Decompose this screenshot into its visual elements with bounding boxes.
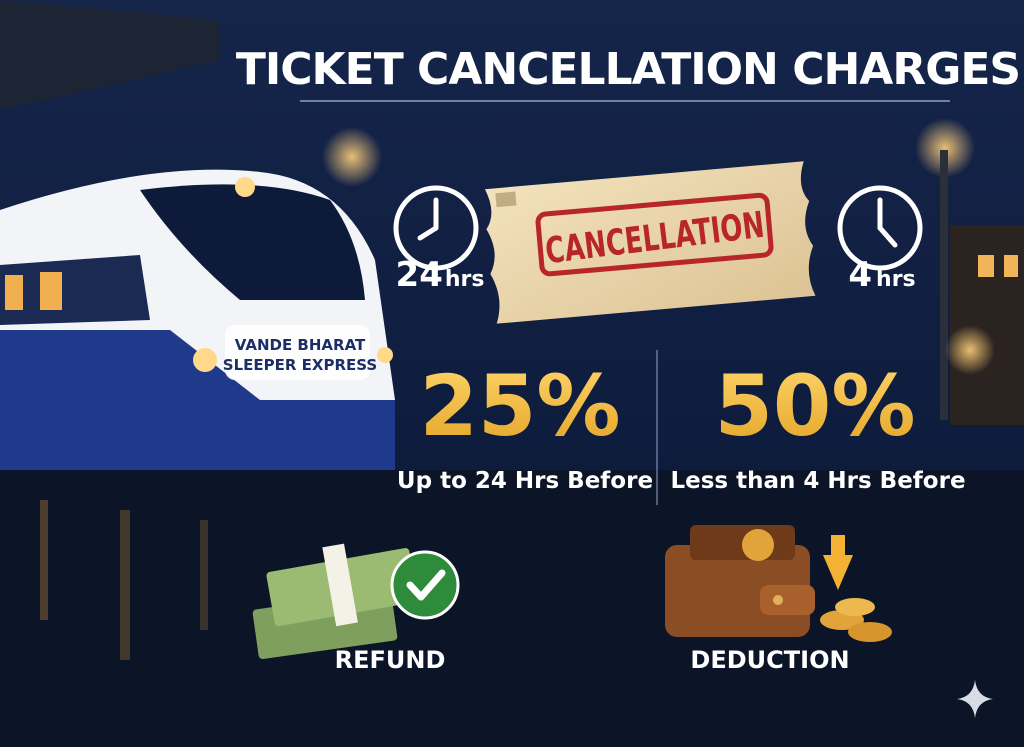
train-part xyxy=(225,325,370,380)
clock-unit: hrs xyxy=(445,267,485,292)
clock-part xyxy=(393,185,479,271)
background-part xyxy=(940,150,948,420)
wallet-icon-part xyxy=(835,598,875,616)
wallet-icon-part xyxy=(848,622,892,642)
clock xyxy=(393,185,923,271)
background-part xyxy=(945,325,995,375)
train-part xyxy=(0,330,395,470)
ticket xyxy=(484,161,816,324)
title: TICKET CANCELLATION CHARGES xyxy=(236,44,1020,95)
train-subname: SLEEPER EXPRESS xyxy=(223,356,377,374)
ticket-part xyxy=(495,191,517,208)
background-part xyxy=(0,0,220,110)
wallet-icon-part xyxy=(760,585,815,615)
sparkle xyxy=(957,680,993,718)
wallet-icon xyxy=(665,525,892,642)
train-name: VANDE BHARAT xyxy=(235,336,366,354)
background-part xyxy=(322,127,382,187)
background-part xyxy=(978,255,994,277)
wallet-icon-part xyxy=(773,595,783,605)
money-icon-part xyxy=(322,543,358,627)
background-part xyxy=(120,510,130,660)
train xyxy=(0,169,395,470)
wallet-icon-part xyxy=(742,529,774,561)
train-part xyxy=(5,275,23,310)
clock-number: 24 xyxy=(396,255,443,295)
clock-part xyxy=(877,225,898,248)
wallet-icon-part xyxy=(823,555,853,590)
train-part xyxy=(0,255,150,325)
icon-label: DEDUCTION xyxy=(690,646,849,674)
clock-part xyxy=(837,185,923,271)
icon-label: REFUND xyxy=(335,646,446,674)
clock-unit: hrs xyxy=(876,267,916,292)
money-icon-part xyxy=(406,569,446,601)
train-part xyxy=(235,177,255,197)
background-part xyxy=(40,500,48,620)
train-part xyxy=(40,272,62,310)
train-part xyxy=(377,347,393,363)
clock-label: 24hrs xyxy=(396,255,485,295)
wallet-icon-part xyxy=(831,535,845,557)
ticket-part xyxy=(535,192,774,277)
percent: 25% xyxy=(419,357,620,455)
ticket-part xyxy=(484,161,816,324)
clock-number: 4 xyxy=(848,255,872,295)
caption: Up to 24 Hrs Before xyxy=(397,468,653,494)
caption: Less than 4 Hrs Before xyxy=(670,468,965,494)
money-icon-part xyxy=(390,550,460,620)
clock-label: 4 hrs xyxy=(848,255,915,295)
background-part xyxy=(1004,255,1018,277)
clock-part xyxy=(417,225,439,241)
train-part xyxy=(140,184,365,300)
train-part xyxy=(193,348,217,372)
money-icon xyxy=(252,543,460,659)
background-part xyxy=(915,118,975,178)
background-part xyxy=(200,520,208,630)
percent: 50% xyxy=(714,357,915,455)
